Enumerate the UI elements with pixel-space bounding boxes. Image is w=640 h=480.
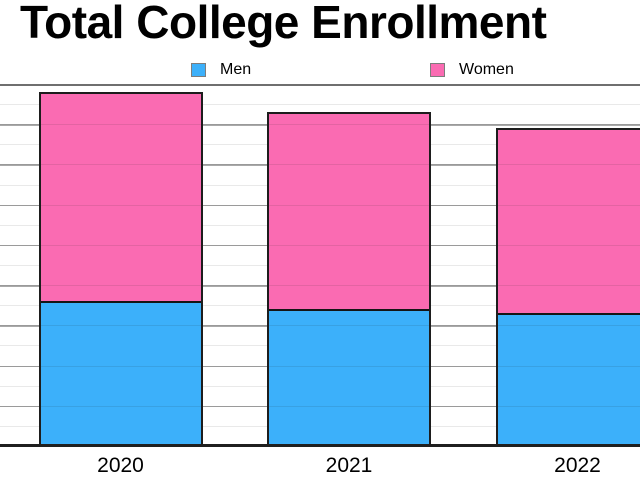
bar-2021-women[interactable] [269,114,429,312]
gridline-major-overlay [0,325,640,327]
legend-swatch-men-icon [191,63,206,77]
plot-area [0,84,640,447]
bar-2020-women[interactable] [40,94,201,304]
x-axis-label-2021: 2021 [325,454,373,477]
gridline-major-overlay [0,365,640,367]
legend-item-men[interactable]: Men [191,61,251,79]
gridline-major-overlay [0,204,640,206]
x-axis-line [0,444,640,447]
legend-label-men: Men [220,61,252,78]
x-axis-label-2020: 2020 [97,454,144,477]
gridline-minor [0,104,640,106]
gridline-major-overlay [0,164,640,166]
bar-2022-men[interactable] [495,128,640,446]
bar-2022-women[interactable] [497,130,640,316]
x-axis-label-2022: 2022 [554,454,601,477]
gridline-major-overlay [0,405,640,407]
legend-label-women: Women [459,61,514,78]
bar-2020-men[interactable] [38,92,203,446]
legend-item-women[interactable]: Women [430,61,514,79]
plot-top-border [0,84,640,86]
legend-swatch-women-icon [430,63,445,77]
gridline-major-overlay [0,285,640,287]
chart-title: Total College Enrollment [20,0,547,48]
gridline-major-overlay [0,244,640,246]
bar-2021-men[interactable] [267,112,431,446]
gridline-major-overlay [0,124,640,126]
